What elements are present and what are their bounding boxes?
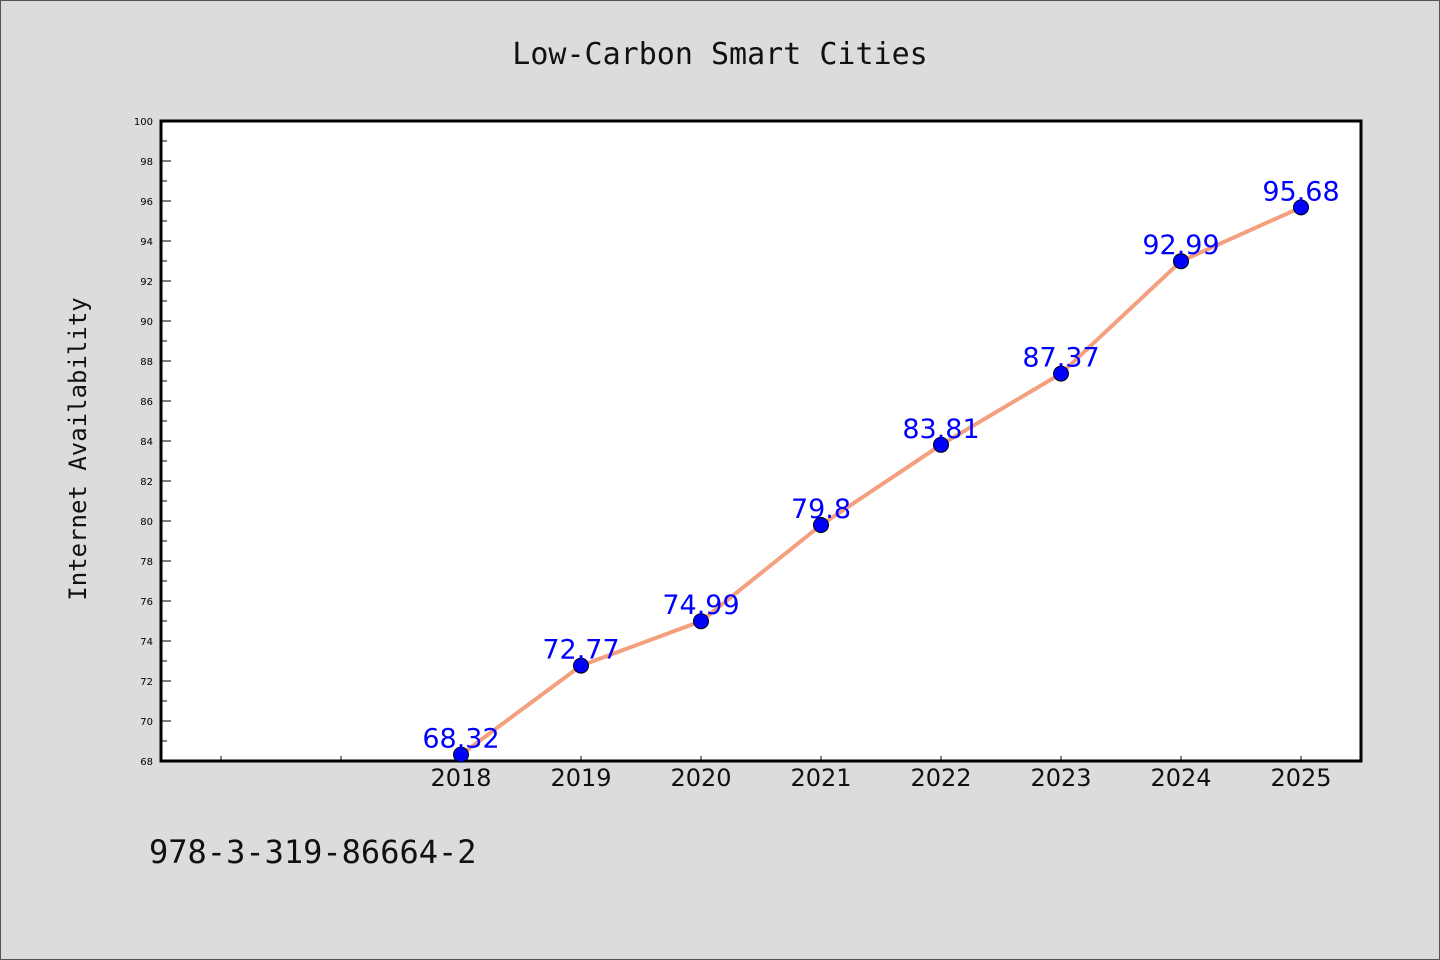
data-label: 83.81: [902, 414, 979, 445]
x-tick-label: 2021: [790, 764, 851, 792]
y-tick-label: 82: [140, 477, 153, 488]
x-tick-label: 2020: [670, 764, 731, 792]
data-label: 95.68: [1262, 176, 1339, 207]
x-tick-label: 2019: [550, 764, 611, 792]
data-point: [453, 746, 469, 763]
x-tick-label: 2024: [1150, 764, 1211, 792]
data-point: [573, 657, 589, 674]
y-tick-label: 84: [140, 437, 153, 448]
y-tick-label: 68: [140, 757, 153, 768]
data-point: [1293, 199, 1309, 216]
y-tick-label: 78: [140, 557, 153, 568]
data-label: 68.32: [422, 724, 499, 755]
plot-area: [159, 119, 1363, 763]
footer-code: 978-3-319-86664-2: [149, 833, 477, 871]
y-tick-label: 86: [140, 397, 153, 408]
y-tick-label: 76: [140, 597, 153, 608]
series-group: 68.32 72.77 74.99 79.8 83.81 87.37 92.99 95.68: [422, 176, 1340, 763]
x-tick-label: 2018: [430, 764, 491, 792]
data-point: [933, 436, 949, 453]
y-tick-label: 90: [140, 317, 153, 328]
y-tick-label: 72: [140, 677, 153, 688]
data-point: [693, 613, 709, 630]
y-tick-label: 80: [140, 517, 153, 528]
x-tick-label: 2022: [910, 764, 971, 792]
x-axis-ticks: 2018 2019 2020 2021 2022 2023 2024 2025: [220, 756, 1332, 792]
x-tick-label: 2023: [1030, 764, 1091, 792]
x-tick-label: 2025: [1270, 764, 1331, 792]
series-line: [459, 205, 1302, 757]
data-label: 72.77: [542, 635, 619, 666]
y-tick-label: 70: [140, 717, 153, 728]
data-point: [813, 517, 829, 533]
y-axis-ticks: 68 70 72 74 76 78 80 82 84 86 88 90 92 94 96 98 100: [134, 117, 171, 768]
chart-title: Low-Carbon Smart Cities: [512, 37, 927, 72]
y-axis-label: Internet Availability: [64, 297, 92, 600]
data-point: [1173, 253, 1189, 270]
y-tick-label: 92: [140, 277, 153, 288]
y-tick-label: 96: [140, 197, 153, 208]
y-tick-label: 88: [140, 357, 153, 368]
data-point: [1053, 365, 1069, 382]
y-tick-label: 98: [140, 157, 153, 168]
data-label: 87.37: [1022, 343, 1099, 374]
data-label: 74.99: [662, 590, 739, 621]
y-tick-label: 74: [140, 637, 153, 648]
data-label: 79.8: [791, 494, 851, 525]
y-tick-label: 94: [140, 237, 153, 248]
y-tick-label: 100: [134, 117, 153, 128]
data-label: 92.99: [1142, 230, 1219, 261]
